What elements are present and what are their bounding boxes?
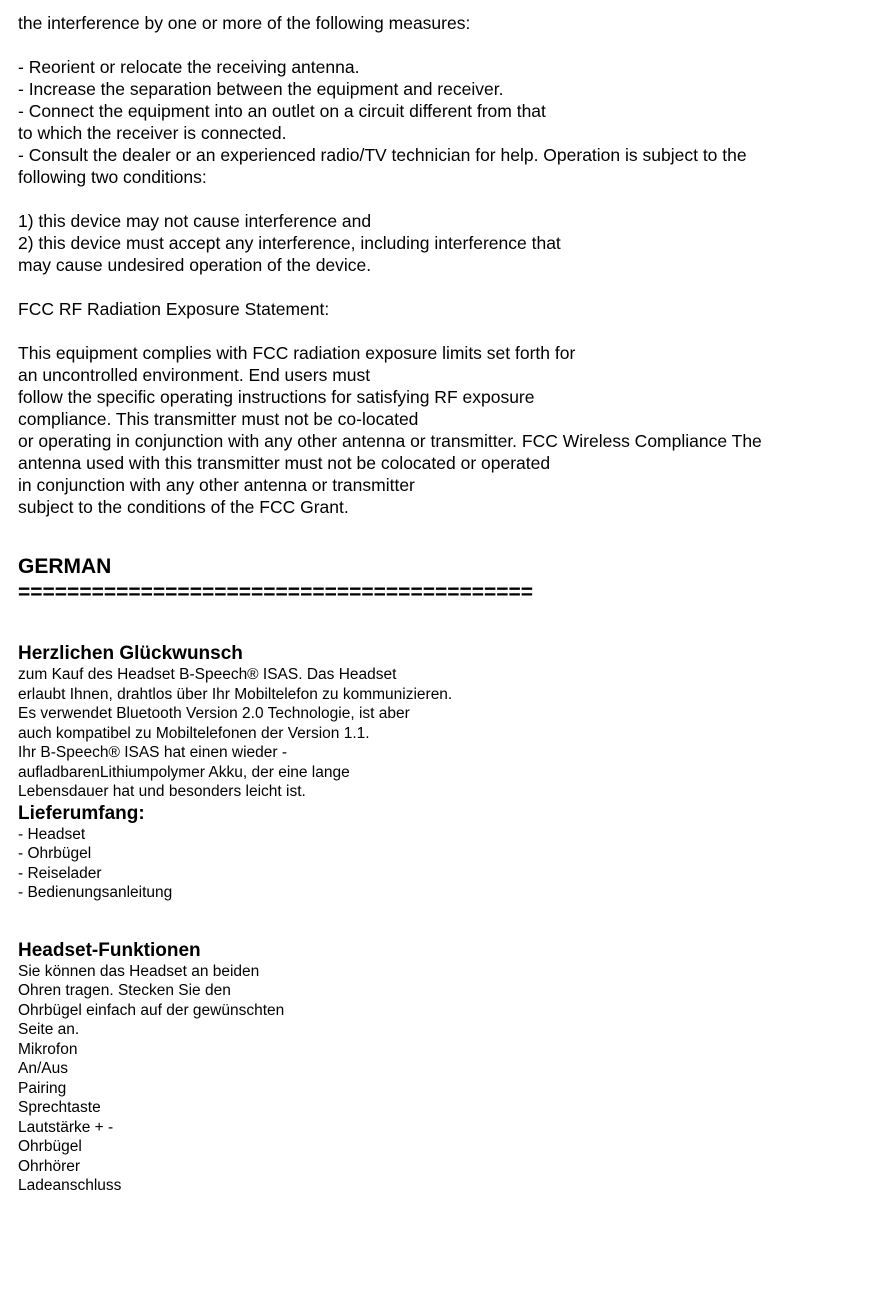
body-text: FCC RF Radiation Exposure Statement: <box>18 298 858 320</box>
body-text: the interference by one or more of the f… <box>18 12 858 34</box>
subheading-functions: Headset-Funktionen <box>18 939 858 962</box>
list-item: - Headset <box>18 825 858 845</box>
body-text: following two conditions: <box>18 166 858 188</box>
blank-line <box>18 320 858 342</box>
section-gap <box>18 518 858 554</box>
body-text: Seite an. <box>18 1020 858 1040</box>
body-text: An/Aus <box>18 1059 858 1079</box>
body-text: erlaubt Ihnen, drahtlos über Ihr Mobilte… <box>18 685 858 705</box>
body-text: Lebensdauer hat und besonders leicht ist… <box>18 782 858 802</box>
blank-line <box>18 34 858 56</box>
body-text: follow the specific operating instructio… <box>18 386 858 408</box>
body-text: Lautstärke + - <box>18 1118 858 1138</box>
body-text: antenna used with this transmitter must … <box>18 452 858 474</box>
body-text: Ohrhörer <box>18 1157 858 1177</box>
body-text: Ladeanschluss <box>18 1176 858 1196</box>
body-text: an uncontrolled environment. End users m… <box>18 364 858 386</box>
body-text: Sie können das Headset an beiden <box>18 962 858 982</box>
section-gap <box>18 606 858 642</box>
body-text: Sprechtaste <box>18 1098 858 1118</box>
body-text: - Connect the equipment into an outlet o… <box>18 100 858 122</box>
body-text: or operating in conjunction with any oth… <box>18 430 858 452</box>
list-item: - Ohrbügel <box>18 844 858 864</box>
body-text: - Reorient or relocate the receiving ant… <box>18 56 858 78</box>
body-text: Pairing <box>18 1079 858 1099</box>
body-text: - Increase the separation between the eq… <box>18 78 858 100</box>
body-text: Mikrofon <box>18 1040 858 1060</box>
subheading-contents: Lieferumfang: <box>18 802 858 825</box>
body-text: This equipment complies with FCC radiati… <box>18 342 858 364</box>
body-text: compliance. This transmitter must not be… <box>18 408 858 430</box>
body-text: - Consult the dealer or an experienced r… <box>18 144 858 166</box>
body-text: 2) this device must accept any interfere… <box>18 232 858 254</box>
body-text: aufladbarenLithiumpolymer Akku, der eine… <box>18 763 858 783</box>
body-text: may cause undesired operation of the dev… <box>18 254 858 276</box>
body-text: subject to the conditions of the FCC Gra… <box>18 496 858 518</box>
blank-line <box>18 276 858 298</box>
body-text: Ihr B-Speech® ISAS hat einen wieder - <box>18 743 858 763</box>
list-item: - Bedienungsanleitung <box>18 883 858 903</box>
list-item: - Reiselader <box>18 864 858 884</box>
body-text: Ohrbügel einfach auf der gewünschten <box>18 1001 858 1021</box>
body-text: in conjunction with any other antenna or… <box>18 474 858 496</box>
blank-line <box>18 188 858 210</box>
body-text: Ohren tragen. Stecken Sie den <box>18 981 858 1001</box>
body-text: auch kompatibel zu Mobiltelefonen der Ve… <box>18 724 858 744</box>
subheading-congrats: Herzlichen Glückwunsch <box>18 642 858 665</box>
body-text: 1) this device may not cause interferenc… <box>18 210 858 232</box>
body-text: to which the receiver is connected. <box>18 122 858 144</box>
section-gap <box>18 903 858 939</box>
body-text: zum Kauf des Headset B-Speech® ISAS. Das… <box>18 665 858 685</box>
body-text: Es verwendet Bluetooth Version 2.0 Techn… <box>18 704 858 724</box>
section-heading-german: GERMAN <box>18 554 858 580</box>
divider-line: ========================================… <box>18 580 858 606</box>
body-text: Ohrbügel <box>18 1137 858 1157</box>
